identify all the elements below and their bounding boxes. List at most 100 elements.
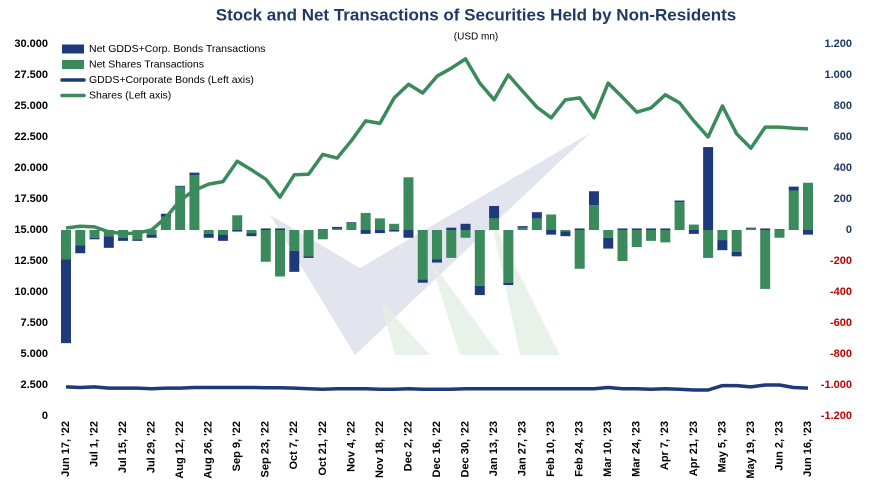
y2-tick-label: 0 bbox=[846, 224, 852, 236]
bar bbox=[232, 230, 243, 232]
bar bbox=[260, 230, 271, 262]
bar bbox=[489, 205, 500, 219]
y2-tick-label: -800 bbox=[830, 348, 852, 360]
y-tick-label: 7.500 bbox=[20, 317, 48, 329]
bar bbox=[631, 228, 642, 230]
bar bbox=[646, 230, 657, 241]
legend-swatch bbox=[62, 44, 84, 54]
bar bbox=[603, 230, 614, 238]
bar bbox=[460, 230, 471, 238]
y2-tick-label: -1.200 bbox=[821, 410, 852, 422]
bar bbox=[460, 223, 471, 230]
bar bbox=[560, 230, 571, 232]
bar bbox=[160, 216, 171, 230]
bar bbox=[588, 205, 599, 230]
bar bbox=[546, 230, 557, 235]
bar bbox=[774, 229, 785, 230]
x-tick-label: Jan 27, '23 bbox=[517, 421, 529, 476]
y-tick-label: 25.000 bbox=[14, 100, 48, 112]
bar bbox=[389, 223, 400, 230]
x-tick-label: Dec 16, '22 bbox=[431, 421, 443, 477]
bar bbox=[688, 230, 699, 234]
bar bbox=[317, 229, 328, 230]
bar bbox=[531, 218, 542, 230]
y-tick-label: 2.500 bbox=[20, 379, 48, 391]
x-tick-label: Jul 29, '22 bbox=[146, 421, 158, 473]
x-tick-label: Dec 30, '22 bbox=[459, 421, 471, 477]
bar bbox=[603, 237, 614, 249]
x-tick-label: May 5, '23 bbox=[716, 421, 728, 473]
bar bbox=[89, 230, 100, 238]
bar bbox=[617, 228, 628, 230]
bar bbox=[760, 228, 771, 230]
bar bbox=[189, 172, 200, 175]
x-tick-label: Oct 21, '22 bbox=[317, 421, 329, 476]
bar bbox=[217, 230, 228, 235]
bar bbox=[446, 230, 457, 258]
bar bbox=[660, 228, 671, 230]
x-tick-label: May 19, '23 bbox=[745, 421, 757, 479]
bar bbox=[803, 182, 813, 230]
watermark bbox=[430, 260, 500, 355]
bar bbox=[688, 224, 699, 230]
y2-tick-label: 400 bbox=[834, 162, 852, 174]
bar bbox=[175, 186, 186, 230]
bar bbox=[303, 230, 314, 257]
x-tick-label: Jun 2, '23 bbox=[773, 421, 785, 471]
bar bbox=[132, 239, 143, 241]
bar bbox=[646, 228, 657, 230]
legend-label: Shares (Left axis) bbox=[89, 89, 171, 101]
bar bbox=[574, 228, 585, 230]
y-tick-label: 17.500 bbox=[14, 193, 48, 205]
bar bbox=[617, 230, 628, 261]
bar bbox=[703, 147, 714, 230]
bar bbox=[403, 177, 414, 230]
x-tick-label: Aug 26, '22 bbox=[203, 421, 215, 479]
x-tick-label: Sep 23, '22 bbox=[260, 421, 272, 477]
watermark bbox=[270, 133, 590, 355]
bar bbox=[631, 230, 642, 248]
bar bbox=[403, 230, 414, 238]
x-tick-label: Apr 21, '23 bbox=[688, 421, 700, 476]
y-tick-label: 27.500 bbox=[14, 69, 48, 81]
bar bbox=[517, 227, 528, 230]
legend-label: Net Shares Transactions bbox=[89, 58, 204, 70]
y2-tick-label: -400 bbox=[830, 286, 852, 298]
bar bbox=[75, 245, 86, 254]
x-tick-label: Aug 12, '22 bbox=[174, 421, 186, 479]
bar bbox=[774, 230, 785, 238]
bar bbox=[432, 259, 442, 263]
y-tick-label: 0 bbox=[42, 410, 48, 422]
bar bbox=[546, 214, 557, 230]
legend-label: GDDS+Corporate Bonds (Left axis) bbox=[89, 74, 254, 86]
y-tick-label: 10.000 bbox=[14, 286, 48, 298]
bar bbox=[303, 256, 314, 258]
y-tick-label: 20.000 bbox=[14, 162, 48, 174]
bar bbox=[745, 227, 756, 229]
bar bbox=[474, 285, 485, 296]
y2-tick-label: 600 bbox=[834, 131, 852, 143]
bar bbox=[146, 234, 157, 238]
bar bbox=[803, 230, 813, 235]
bar bbox=[588, 191, 599, 206]
bar bbox=[61, 259, 71, 344]
x-tick-label: Jul 15, '22 bbox=[117, 421, 129, 473]
bar bbox=[745, 228, 756, 230]
y-tick-label: 15.000 bbox=[14, 224, 48, 236]
bar bbox=[531, 212, 542, 219]
x-tick-label: Mar 10, '23 bbox=[602, 421, 614, 477]
bar bbox=[103, 236, 114, 248]
bar bbox=[61, 230, 71, 260]
bar bbox=[203, 233, 214, 238]
bar bbox=[246, 233, 257, 237]
bar bbox=[489, 218, 500, 230]
bar bbox=[717, 230, 728, 241]
bar bbox=[389, 230, 400, 232]
bar bbox=[517, 226, 528, 228]
x-tick-label: Mar 24, '23 bbox=[631, 421, 643, 477]
watermark bbox=[490, 215, 560, 355]
bar bbox=[503, 282, 514, 286]
bar bbox=[346, 222, 357, 224]
y2-tick-label: -600 bbox=[830, 317, 852, 329]
